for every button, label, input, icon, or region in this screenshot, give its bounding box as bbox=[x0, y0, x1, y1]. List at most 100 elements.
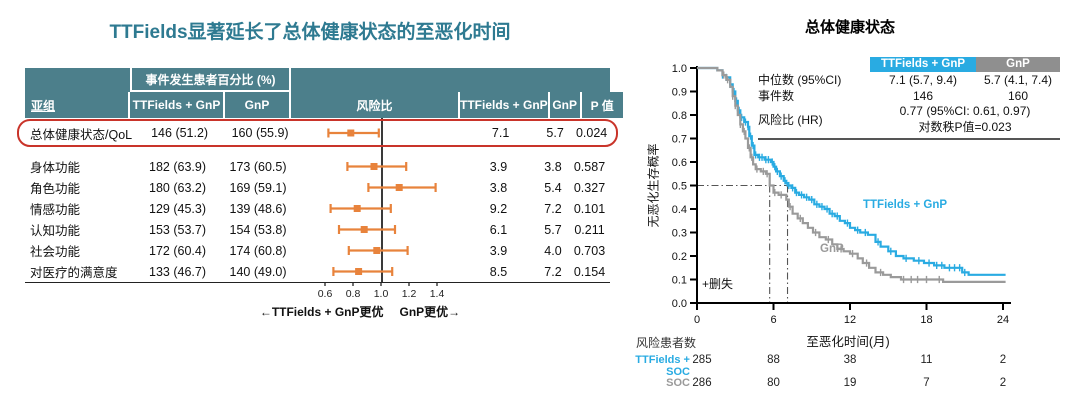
forest-cell: 7.2 bbox=[544, 201, 562, 216]
forest-cell: 3.9 bbox=[489, 159, 508, 174]
km-stats-table: TTFields + GnP GnP 中位数 (95%CI) 7.1 (5.7,… bbox=[758, 57, 1060, 140]
forest-cell: 9.2 bbox=[489, 201, 508, 216]
km-ylabel: 无恶化生存概率 bbox=[646, 143, 661, 228]
forest-cell bbox=[293, 118, 462, 148]
forest-cell: 社会功能 bbox=[30, 245, 81, 259]
forest-cell bbox=[291, 177, 460, 198]
events-gnp: 160 bbox=[1007, 89, 1029, 103]
km-panel: 总体健康状态 0.0 0.1 0.2 0.3 0.4 0.5 0.6 0.7 0.8 0.9 1.0… bbox=[620, 0, 1080, 402]
forest-axis: 0.6 0.8 1.0 1.2 1.4 bbox=[318, 282, 444, 300]
svg-text:18: 18 bbox=[920, 314, 932, 326]
risk-count: 88 bbox=[767, 354, 780, 366]
svg-text:0.9: 0.9 bbox=[672, 86, 687, 98]
stats-events-row: 事件数 146 160 bbox=[758, 88, 1060, 104]
forest-cell: 173 (60.5) bbox=[229, 159, 287, 174]
forest-cell: 0.024 bbox=[575, 126, 608, 140]
header-events-ttfields: TTFields + GnP bbox=[130, 92, 225, 118]
forest-cell: 4.0 bbox=[544, 243, 562, 258]
forest-row: 身体功能 182 (63.9) 173 (60.5) 3.9 3.8 0.587 bbox=[25, 156, 610, 177]
svg-text:1.2: 1.2 bbox=[402, 288, 417, 300]
forest-cell: 0.101 bbox=[573, 201, 606, 216]
forest-cell: 146 (51.2) bbox=[151, 126, 209, 140]
row-spacer bbox=[25, 148, 610, 156]
median-ttfields: 7.1 (5.7, 9.4) bbox=[888, 73, 958, 87]
ci-whisker bbox=[332, 267, 394, 276]
header-events-gnp: GnP bbox=[225, 92, 291, 118]
hr-values: 0.77 (95%CI: 0.61, 0.97) 对数秩P值=0.023 bbox=[870, 104, 1060, 135]
stats-header-row: TTFields + GnP GnP bbox=[758, 57, 1060, 72]
header-blank-cell bbox=[460, 68, 610, 92]
forest-cell: 7.2 bbox=[544, 264, 562, 279]
stats-header-gnp: GnP bbox=[976, 57, 1060, 72]
risk-row: TTFields + SOC 285 88 38 11 2 bbox=[620, 354, 1080, 378]
forest-cell: 133 (46.7) bbox=[149, 264, 206, 279]
forest-cell: 169 (59.1) bbox=[229, 180, 287, 195]
forest-cell: 3.9 bbox=[489, 243, 508, 258]
forest-cell bbox=[291, 156, 460, 177]
risk-table-title: 风险患者数 bbox=[636, 336, 697, 350]
risk-count: 19 bbox=[843, 377, 857, 389]
forest-cell bbox=[291, 198, 460, 219]
header-subgroup: 亚组 bbox=[25, 92, 130, 118]
ci-whisker bbox=[329, 204, 392, 213]
header-blank-cell bbox=[25, 68, 130, 92]
km-plot: 0.0 0.1 0.2 0.3 0.4 0.5 0.6 0.7 0.8 0.9 1.0 0 6 12 18 2… bbox=[672, 63, 1011, 326]
forest-row: 情感功能 129 (45.3) 139 (48.6) 9.2 7.2 0.101 bbox=[25, 198, 610, 219]
forest-cell: 154 (53.8) bbox=[229, 222, 287, 237]
forest-row: 对医疗的满意度 133 (46.7) 140 (49.0) 8.5 7.2 0.154 bbox=[25, 261, 610, 282]
stats-header-ttfields: TTFields + GnP bbox=[870, 57, 976, 72]
forest-cell bbox=[291, 261, 460, 282]
ci-whisker bbox=[347, 246, 409, 255]
events-ttfields: 146 bbox=[912, 89, 934, 103]
forest-table-body: 总体健康状态/QoL 146 (51.2) 160 (55.9) 7.1 5.7 0.02… bbox=[17, 118, 618, 283]
censor-note: +删失 bbox=[702, 277, 734, 291]
forest-cell: 172 (60.4) bbox=[149, 243, 206, 258]
forest-cell: 0.154 bbox=[573, 264, 606, 279]
events-label: 事件数 bbox=[758, 89, 795, 103]
ci-whisker bbox=[327, 128, 381, 138]
forest-table: 事件发生患者百分比 (%) 亚组 TTFields + GnP GnP 风险比 … bbox=[17, 68, 623, 283]
forest-cell: 160 (55.9) bbox=[231, 126, 289, 140]
forest-cell: 情感功能 bbox=[30, 203, 81, 217]
risk-count: 38 bbox=[843, 354, 857, 366]
forest-cell: 7.1 bbox=[491, 126, 510, 140]
forest-cell: 认知功能 bbox=[30, 224, 81, 238]
forest-cell: 174 (60.8) bbox=[229, 243, 287, 258]
forest-cell: 5.7 bbox=[544, 222, 562, 237]
median-gnp: 5.7 (4.1, 7.4) bbox=[983, 73, 1053, 87]
ci-whisker bbox=[337, 225, 397, 234]
svg-text:0.4: 0.4 bbox=[672, 204, 687, 216]
forest-cell: 0.211 bbox=[574, 222, 605, 237]
header-median-gnp: GnP bbox=[549, 92, 582, 118]
forest-cell bbox=[291, 219, 460, 240]
svg-text:24: 24 bbox=[997, 314, 1009, 326]
risk-count: 80 bbox=[767, 377, 780, 389]
header-hazard-ratio: 风险比 bbox=[291, 92, 460, 118]
forest-cell: 5.7 bbox=[546, 126, 564, 140]
forest-cell: 0.703 bbox=[573, 243, 606, 258]
median-label: 中位数 (95%CI) bbox=[758, 73, 842, 87]
forest-row: 社会功能 172 (60.4) 174 (60.8) 3.9 4.0 0.703 bbox=[25, 240, 610, 261]
forest-footer-left: ←TTFields + GnP更优 bbox=[259, 305, 384, 319]
svg-text:0.0: 0.0 bbox=[672, 298, 687, 310]
svg-text:0.6: 0.6 bbox=[318, 288, 333, 300]
ci-whisker bbox=[367, 183, 437, 192]
forest-panel: TTFields显著延长了总体健康状态的至恶化时间 事件发生患者百分比 (%) … bbox=[17, 22, 623, 319]
svg-text:0.6: 0.6 bbox=[672, 157, 687, 169]
forest-cell: 139 (48.6) bbox=[229, 201, 287, 216]
header-p-value: P 值 bbox=[581, 92, 623, 118]
slide-title: TTFields显著延长了总体健康状态的至恶化时间 bbox=[109, 22, 511, 43]
forest-row: 角色功能 180 (63.2) 169 (59.1) 3.8 5.4 0.327 bbox=[25, 177, 610, 198]
stats-hr-row: 风险比 (HR) 0.77 (95%CI: 0.61, 0.97) 对数秩P值=… bbox=[758, 104, 1060, 135]
curve-label-gnp: GnP bbox=[820, 243, 844, 255]
svg-text:1.0: 1.0 bbox=[374, 288, 389, 300]
svg-text:0.5: 0.5 bbox=[672, 180, 687, 192]
risk-count: 2 bbox=[999, 377, 1007, 389]
risk-count: 286 bbox=[692, 377, 712, 389]
svg-text:0: 0 bbox=[694, 314, 700, 326]
header-blank-cell bbox=[291, 68, 460, 92]
forest-cell: 182 (63.9) bbox=[149, 159, 206, 174]
forest-cell: 180 (63.2) bbox=[149, 180, 206, 195]
forest-header-row-1: 事件发生患者百分比 (%) bbox=[25, 68, 610, 92]
risk-row-label: TTFields + SOC bbox=[635, 354, 690, 378]
